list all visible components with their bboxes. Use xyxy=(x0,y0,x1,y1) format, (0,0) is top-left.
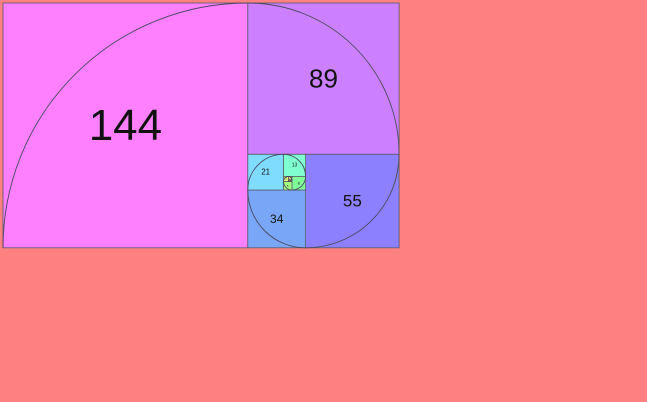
golden-spiral-curve xyxy=(2,2,400,249)
fibonacci-square-label: 21 xyxy=(261,168,270,177)
fibonacci-square-label: 34 xyxy=(270,212,284,226)
fibonacci-square xyxy=(247,153,284,191)
fibonacci-square-label: 144 xyxy=(89,101,162,150)
fibonacci-square-label: 5 xyxy=(287,184,289,188)
fibonacci-square xyxy=(305,153,400,249)
fibonacci-square-label: 55 xyxy=(343,192,362,211)
fibonacci-square-label: 8 xyxy=(298,181,301,186)
fibonacci-square-label: 1 xyxy=(291,179,292,181)
fibonacci-square-label: 13 xyxy=(292,162,298,168)
fibonacci-square xyxy=(247,2,400,155)
fibonacci-square-label: 3 xyxy=(285,177,287,180)
squares-layer xyxy=(2,2,400,249)
fibonacci-square-label: 89 xyxy=(309,64,338,94)
fibonacci-square-label: 2 xyxy=(290,177,292,179)
fibonacci-square xyxy=(247,189,307,249)
fibonacci-square-label: 1 xyxy=(289,179,290,181)
fibonacci-square xyxy=(2,2,249,249)
